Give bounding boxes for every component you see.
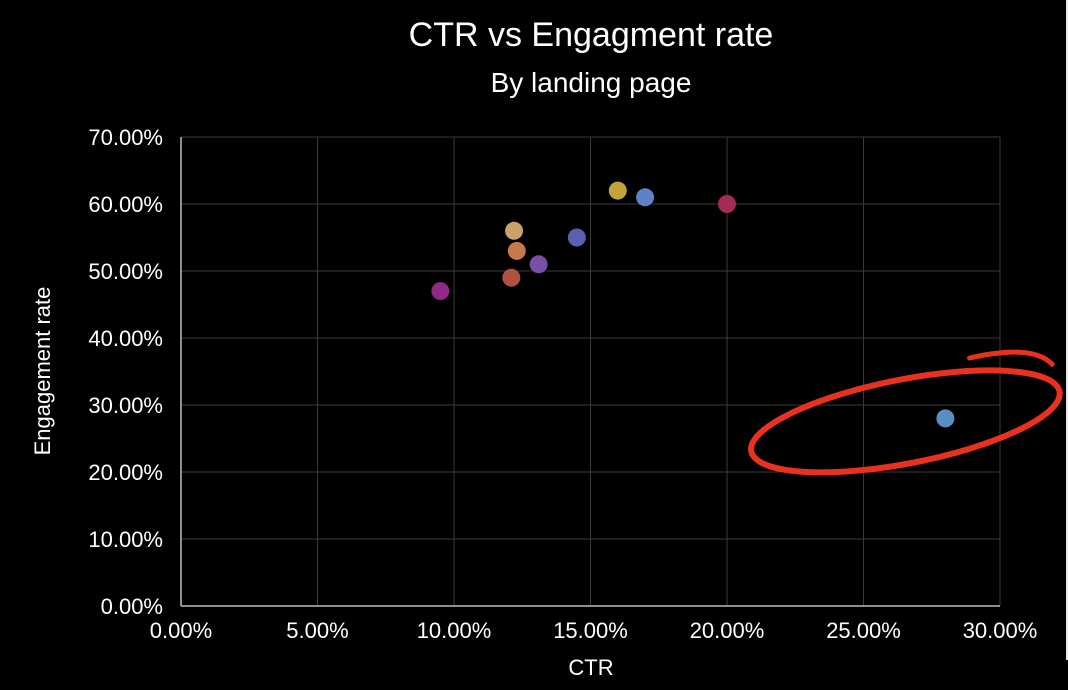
scatter-point: [608, 181, 627, 200]
axes-layer: [180, 137, 1000, 607]
y-axis-label: Engagement rate: [30, 287, 55, 456]
ticks-layer: 0.00% 10.00% 20.00% 30.00% 40.00% 50.00% 60.00…: [88, 125, 1037, 643]
highlight-circle: [748, 349, 1063, 476]
y-tick-label: 40.00%: [88, 326, 163, 351]
chart-subtitle: By landing page: [491, 67, 692, 98]
y-tick-label: 20.00%: [88, 460, 163, 485]
scatter-point: [567, 228, 586, 247]
x-tick-label: 10.00%: [417, 618, 492, 643]
scatter-point: [529, 255, 548, 274]
scatter-point: [502, 268, 521, 287]
y-tick-label: 10.00%: [88, 527, 163, 552]
x-axis-label: CTR: [568, 655, 613, 680]
x-tick-label: 15.00%: [553, 618, 628, 643]
y-tick-label: 50.00%: [88, 259, 163, 284]
y-tick-label: 70.00%: [88, 125, 163, 150]
x-tick-label: 20.00%: [690, 618, 765, 643]
grid-layer: [181, 136, 1001, 606]
x-tick-label: 0.00%: [150, 618, 212, 643]
x-tick-label: 30.00%: [963, 618, 1038, 643]
x-tick-label: 5.00%: [286, 618, 348, 643]
highlight-ellipse-stroke: [748, 367, 1063, 476]
y-tick-label: 30.00%: [88, 393, 163, 418]
y-tick-label: 60.00%: [88, 192, 163, 217]
scatter-point: [718, 195, 736, 213]
x-tick-label: 25.00%: [826, 618, 901, 643]
scatter-point: [505, 221, 524, 240]
scatter-point: [936, 409, 955, 428]
highlight-layer: [748, 349, 1063, 476]
chart-title: CTR vs Engagment rate: [409, 16, 774, 54]
scatter-point: [431, 282, 450, 301]
highlight-tail-stroke: [966, 349, 1055, 367]
y-tick-label: 0.00%: [101, 594, 163, 619]
points-layer: [431, 181, 955, 428]
right-edge-divider: [1066, 0, 1068, 660]
scatter-point: [507, 241, 526, 260]
scatter-point: [636, 188, 655, 207]
